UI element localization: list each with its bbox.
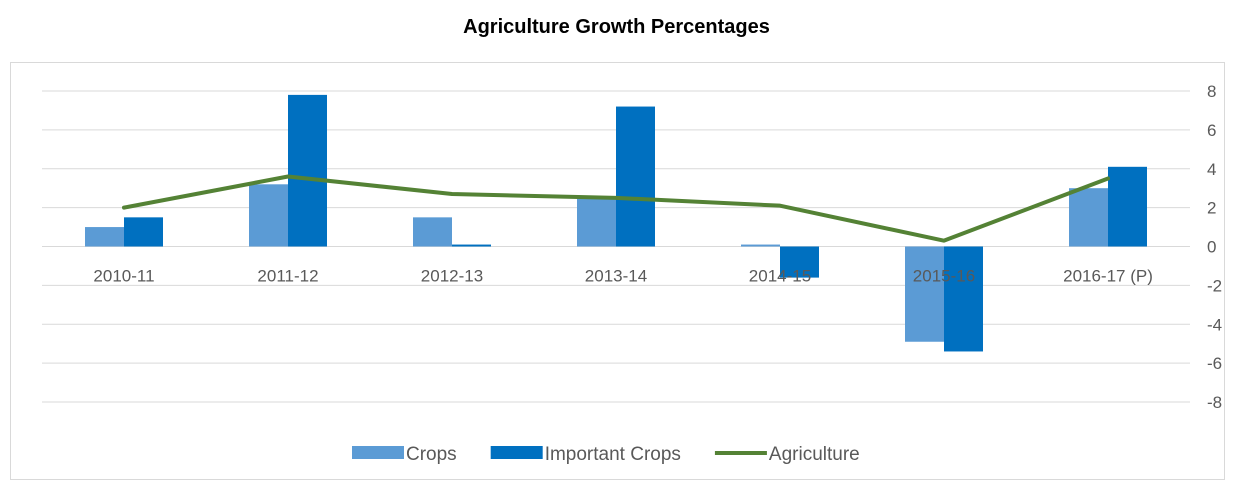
- chart-frame: [10, 62, 1225, 480]
- bar-crops: [85, 227, 124, 247]
- legend-swatch: [490, 446, 543, 459]
- x-axis-labels: 2010-11 2011-12 2012-13 2013-14 2014-15 2015-…: [93, 266, 1152, 285]
- y-tick-label: 8: [1207, 82, 1216, 101]
- y-tick-label: 6: [1207, 121, 1216, 140]
- x-category-label: 2016-17 (P): [1063, 266, 1153, 285]
- x-category-label: 2012-13: [421, 266, 483, 285]
- chart-title: Agriculture Growth Percentages: [463, 16, 770, 38]
- x-category-label: 2010-11: [93, 266, 154, 285]
- x-category-label: 2013-14: [585, 266, 647, 285]
- bar-important-crops: [452, 244, 491, 247]
- bar-crops: [413, 217, 452, 247]
- y-tick-label: -2: [1207, 276, 1222, 295]
- y-tick-label: -4: [1207, 315, 1222, 334]
- bar-important-crops: [780, 246, 819, 278]
- bar-important-crops: [1108, 166, 1147, 247]
- bar-important-crops: [944, 246, 983, 352]
- y-tick-label: 0: [1207, 238, 1216, 257]
- y-axis-labels: 8 6 4 2 0 -2 -4 -6 -8: [1207, 82, 1222, 412]
- y-tick-label: 2: [1207, 199, 1216, 218]
- bar-crops: [249, 184, 288, 247]
- y-tick-label: 4: [1207, 160, 1216, 179]
- x-category-label: 2011-12: [257, 266, 318, 285]
- bar-important-crops: [124, 217, 163, 247]
- bar-important-crops: [616, 106, 655, 247]
- y-tick-label: -6: [1207, 354, 1222, 373]
- line-series-group: [122, 174, 1110, 243]
- bar-crops: [905, 246, 944, 342]
- y-tick-label: -8: [1207, 393, 1222, 412]
- bar-crops: [577, 197, 616, 247]
- bar-series-group: [85, 94, 1147, 352]
- legend-swatch: [352, 446, 404, 459]
- line-agriculture: [122, 174, 1110, 243]
- bar-important-crops: [288, 94, 327, 247]
- x-category-label: 2014-15: [749, 266, 811, 285]
- legend: Crops Important Crops Agriculture: [352, 444, 860, 465]
- legend-label: Important Crops: [545, 444, 681, 465]
- legend-label: Crops: [406, 444, 457, 465]
- x-category-label: 2015-16: [913, 266, 975, 285]
- bar-crops: [1069, 188, 1108, 247]
- legend-label: Agriculture: [769, 444, 860, 465]
- bar-crops: [741, 244, 780, 247]
